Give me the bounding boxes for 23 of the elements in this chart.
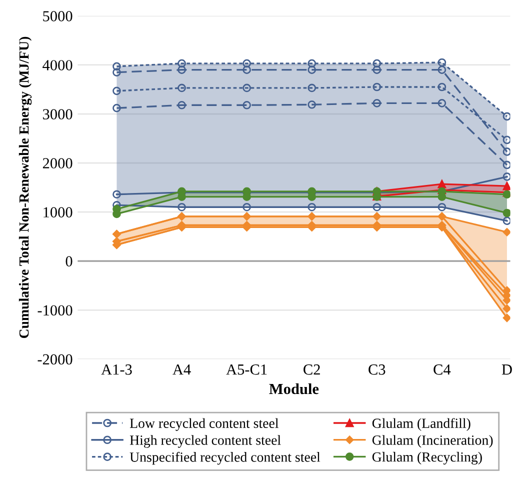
legend-label: Unspecified recycled content steel: [130, 452, 320, 465]
legend-label: Glulam (Incineration): [372, 435, 493, 448]
x-tick-label: C3: [368, 364, 386, 375]
x-tick-label: D: [502, 364, 512, 375]
y-axis-title: Cumulative Total Non-Renewable Energy (MJ/FU): [18, 36, 32, 338]
x-tick-label: A1-3: [101, 364, 132, 375]
x-tick-label: C4: [434, 364, 451, 375]
legend-label: Glulam (Recycling): [372, 452, 482, 465]
y-tick-label: 0: [66, 256, 72, 266]
legend-label: Glulam (Landfill): [372, 418, 470, 431]
y-tick-label: 1000: [44, 207, 72, 218]
legend-label: High recycled content steel: [130, 435, 281, 448]
x-axis-title: Module: [269, 383, 319, 394]
y-tick-label: 2000: [42, 158, 72, 168]
y-tick-label: -2000: [38, 354, 72, 365]
legend-label: Low recycled content steel: [130, 418, 278, 431]
y-tick-label: 5000: [43, 11, 72, 22]
y-tick-label: 3000: [43, 109, 72, 120]
y-tick-label: 4000: [42, 60, 72, 70]
x-tick-label: A4: [172, 364, 191, 375]
y-tick-label: -1000: [38, 305, 72, 316]
x-tick-label: C2: [304, 364, 320, 375]
x-tick-label: A5-C1: [226, 364, 267, 375]
